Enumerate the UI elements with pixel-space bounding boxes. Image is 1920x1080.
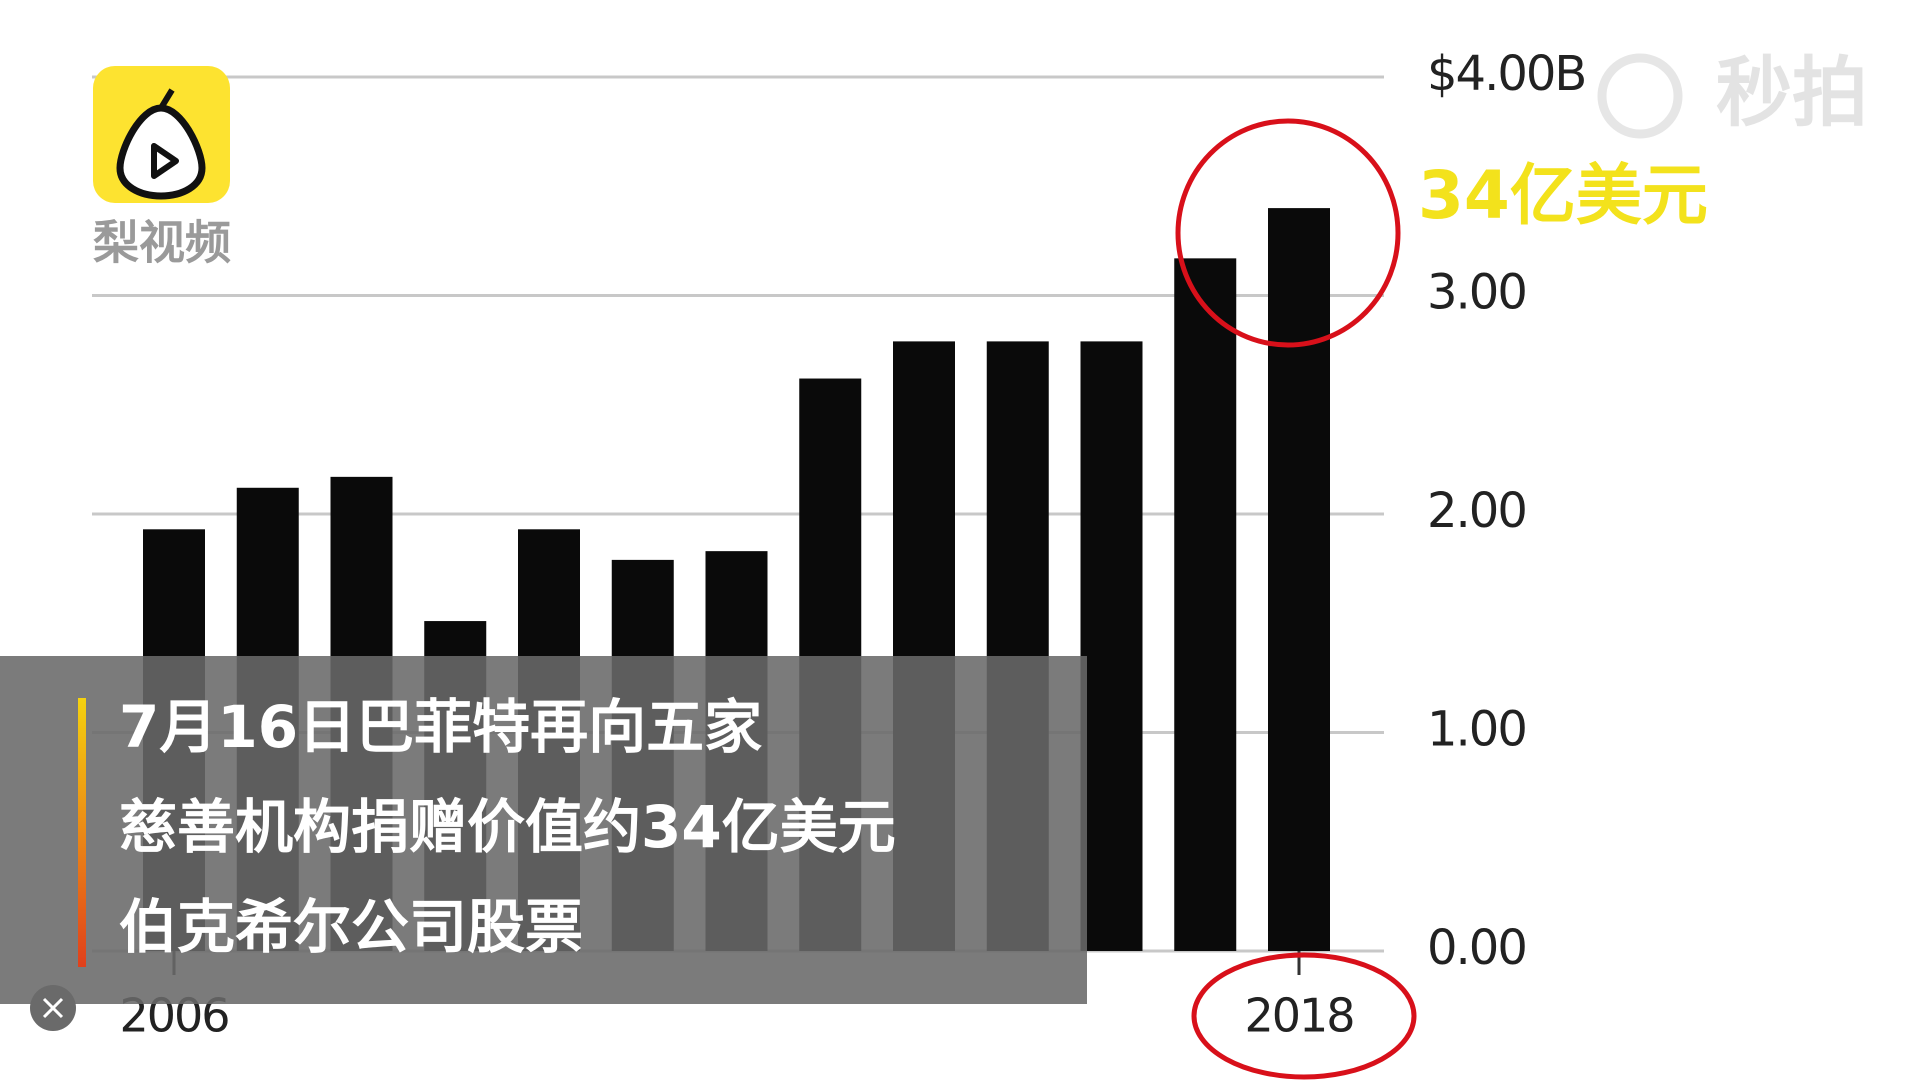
subtitle-accent — [78, 698, 86, 967]
y-tick-label: 3.00 — [1427, 265, 1526, 321]
close-icon — [42, 997, 64, 1019]
logo-text: 梨视频 — [93, 216, 231, 270]
x-tick-label: 2018 — [1244, 989, 1353, 1043]
y-tick-label: $4.00B — [1427, 46, 1585, 102]
subtitle-line: 7月16日巴菲特再向五家 — [119, 693, 762, 761]
watermark-text: 秒拍 — [1716, 48, 1868, 137]
y-tick-label: 0.00 — [1427, 920, 1526, 976]
subtitle-box — [0, 656, 1087, 1004]
highlight-circle — [1191, 952, 1417, 1080]
subtitle-line: 慈善机构捐赠价值约34亿美元 — [119, 793, 896, 861]
y-tick-label: 2.00 — [1427, 483, 1526, 539]
bar — [1268, 208, 1330, 952]
annotation: 34亿美元 — [1418, 157, 1708, 234]
y-tick-label: 1.00 — [1427, 702, 1526, 758]
overlay: 梨视频 秒拍 7月16日巴菲特再向五家 慈善机构捐赠价值约34亿美元 伯克希尔公… — [0, 48, 1868, 1031]
subtitle-line: 伯克希尔公司股票 — [119, 893, 583, 961]
watermark-icon — [1597, 53, 1683, 139]
bar — [1174, 258, 1237, 952]
highlight-circle — [1175, 118, 1401, 348]
logo-play — [151, 143, 179, 179]
bar — [1080, 341, 1143, 951]
logo-stem — [158, 88, 175, 110]
